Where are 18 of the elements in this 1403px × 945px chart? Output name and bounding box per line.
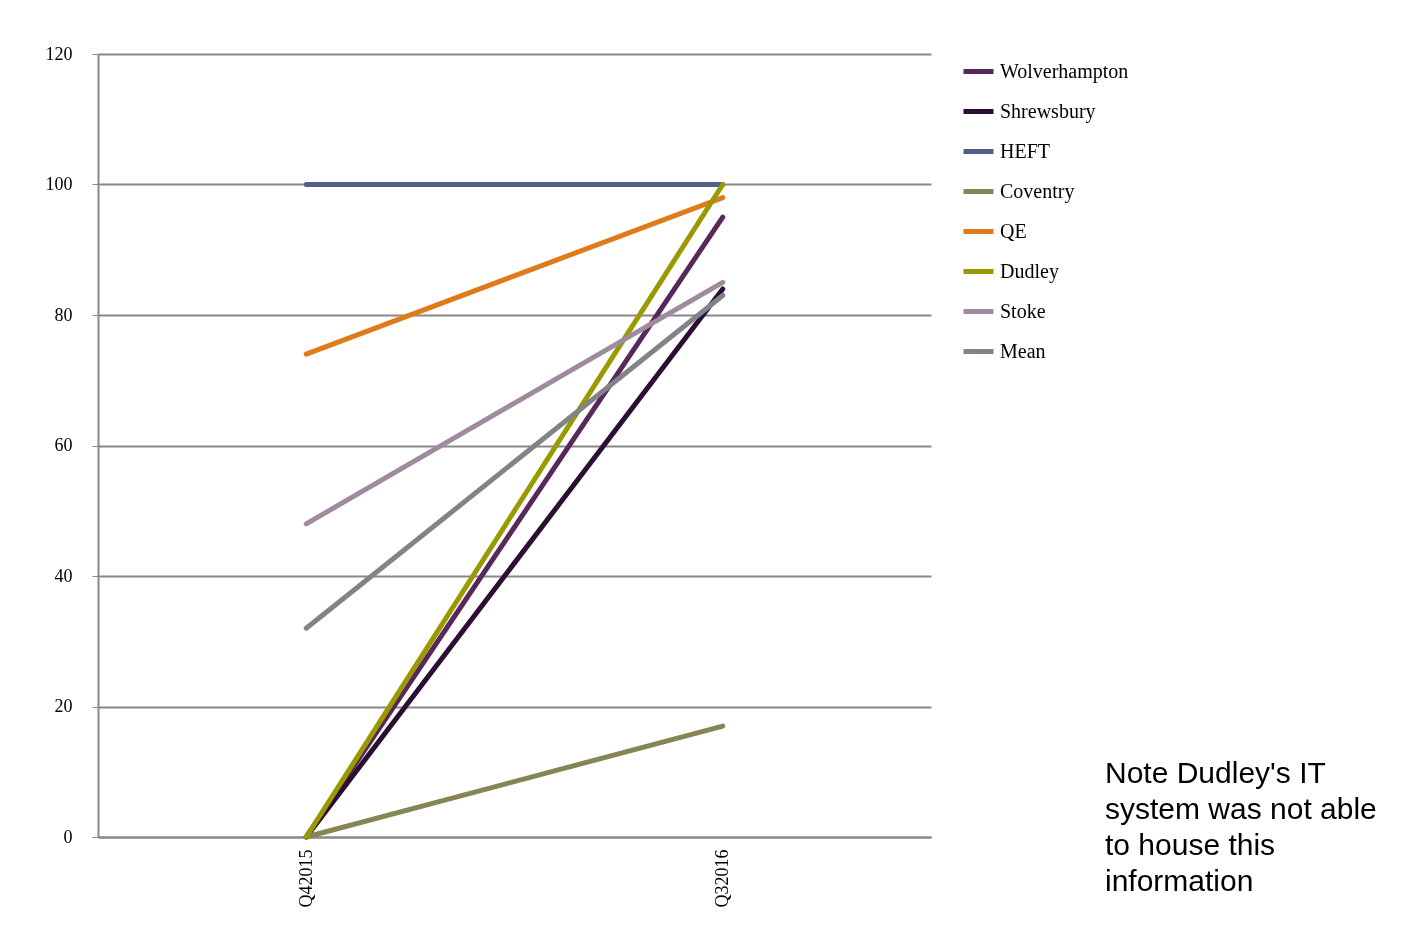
text: Note Dudley's IT system was not able to house this information <box>1105 755 1378 899</box>
legend-label: Shrewsbury <box>1000 99 1096 123</box>
legend-label: HEFT <box>1000 139 1050 162</box>
legend-label: Wolverhampton <box>1000 59 1129 83</box>
x-tick-label: Q32016 <box>712 849 733 908</box>
legend-label: Dudley <box>1000 259 1059 283</box>
x-tick-label: Q42015 <box>295 849 316 908</box>
y-tick-label: 80 <box>54 304 73 325</box>
y-tick-label: 40 <box>54 565 73 586</box>
legend-label: Stoke <box>1000 299 1046 322</box>
y-tick-label: 100 <box>45 174 73 194</box>
legend-label: Mean <box>1000 339 1046 362</box>
y-tick-label: 120 <box>45 43 73 64</box>
y-tick-label: 60 <box>54 435 73 455</box>
legend-label: Coventry <box>1000 179 1075 203</box>
y-tick-label: 0 <box>63 826 73 847</box>
y-tick-label: 20 <box>54 696 73 716</box>
legend-label: QE <box>1000 219 1027 242</box>
